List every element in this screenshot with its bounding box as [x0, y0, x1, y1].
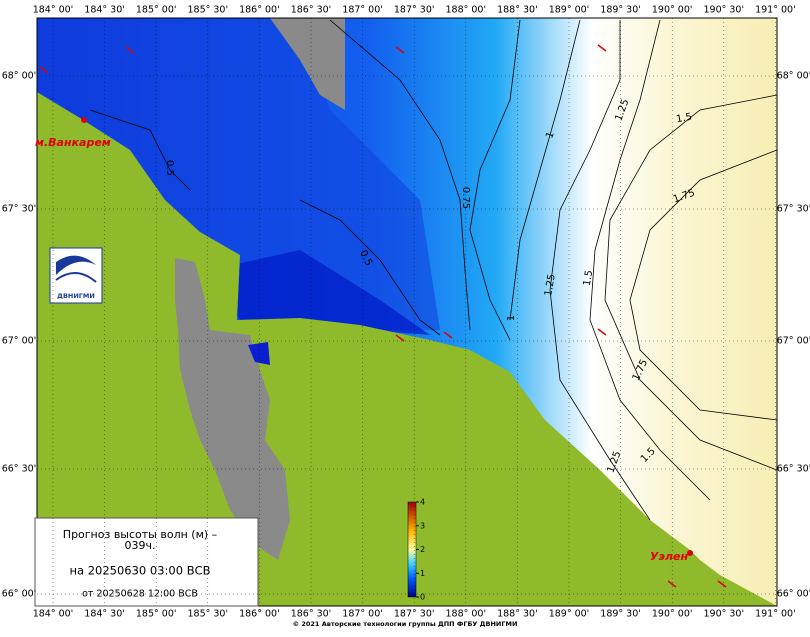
lon-label: 188° 30' — [497, 5, 538, 16]
lat-label: 67° 30' — [777, 204, 810, 215]
wave-arrow — [667, 580, 677, 588]
lat-label: 67° 00' — [2, 336, 37, 347]
legend-valid: на 20250630 03:00 ВСВ — [69, 564, 210, 578]
wave-arrow — [717, 580, 727, 588]
lon-label: 191° 00' — [755, 5, 796, 16]
contour-label: 1 — [544, 130, 557, 140]
lon-label: 186° 30' — [291, 5, 332, 16]
colorbar-label: 3 — [420, 521, 425, 530]
lon-label: 189° 30' — [600, 609, 641, 620]
lon-label: 187° 30' — [394, 5, 435, 16]
no-data — [270, 18, 345, 110]
lon-label: 185° 30' — [187, 5, 228, 16]
lon-label: 187° 30' — [394, 609, 435, 620]
lon-label: 186° 30' — [291, 609, 332, 620]
place-name: м.Ванкарем — [35, 136, 111, 149]
contour-label: 0.5 — [164, 160, 175, 176]
contour-label: 1.5 — [675, 112, 693, 126]
place-marker — [81, 117, 87, 123]
contour-label: 1.5 — [582, 269, 596, 287]
wave-arrow — [395, 46, 405, 54]
contour-label: 0.75 — [460, 187, 471, 209]
place-marker — [687, 550, 693, 556]
lon-label: 188° 00' — [445, 5, 486, 16]
shallow-zone — [210, 250, 430, 335]
footer: © 2021 Авторские технологии группы ДПП Ф… — [293, 620, 518, 628]
lon-label: 185° 00' — [136, 609, 177, 620]
lon-label: 189° 30' — [600, 5, 641, 16]
lon-label: 186° 00' — [239, 609, 280, 620]
lon-label: 185° 00' — [136, 5, 177, 16]
logo: ДВНИГМИ — [49, 247, 103, 304]
lagoon — [175, 258, 290, 560]
lon-label: 190° 30' — [703, 609, 744, 620]
lon-label: 190° 00' — [652, 5, 693, 16]
lat-label: 68° 00' — [2, 71, 37, 82]
lon-label: 190° 00' — [652, 609, 693, 620]
lat-label: 67° 00' — [777, 336, 810, 347]
colorbar-label: 2 — [420, 545, 425, 554]
wave-arrow — [597, 44, 607, 52]
lon-label: 184° 30' — [84, 5, 125, 16]
wave-arrow — [39, 66, 49, 74]
map-frame — [36, 17, 778, 607]
legend-box: Прогноз высоты волн (м) – 039ч. на 20250… — [34, 517, 259, 607]
legend-issued: от 20250628 12:00 ВСВ — [82, 589, 198, 600]
lon-label: 189° 00' — [549, 609, 590, 620]
lat-label: 67° 30' — [2, 204, 37, 215]
lat-label: 66° 00' — [2, 589, 37, 600]
lon-label: 186° 00' — [239, 5, 280, 16]
lon-label: 184° 00' — [33, 5, 74, 16]
contours — [89, 19, 777, 521]
lat-label: 66° 30' — [2, 464, 37, 475]
map-area — [37, 18, 777, 606]
logo-text: ДВНИГМИ — [57, 292, 95, 300]
wave-arrow — [597, 328, 607, 336]
lon-label: 184° 30' — [84, 609, 125, 620]
lon-label: 188° 00' — [445, 609, 486, 620]
colorbar — [407, 501, 417, 598]
lat-label: 66° 30' — [777, 464, 810, 475]
lon-label: 184° 00' — [33, 609, 74, 620]
colorbar-label: 4 — [420, 498, 425, 507]
lon-label: 187° 00' — [342, 5, 383, 16]
contour-label: 1.25 — [543, 273, 558, 297]
wave-arrow — [443, 331, 453, 339]
lon-label: 190° 30' — [703, 5, 744, 16]
wave-arrow — [125, 46, 135, 54]
place-name: Уэлен — [650, 550, 689, 563]
lat-label: 68° 00' — [777, 71, 810, 82]
lon-label: 187° 00' — [342, 609, 383, 620]
colorbar-label: 0 — [420, 593, 425, 602]
wave-arrow — [395, 334, 405, 342]
legend-title: Прогноз высоты волн (м) – — [63, 528, 217, 541]
lon-label: 188° 30' — [497, 609, 538, 620]
lon-label: 191° 00' — [755, 609, 796, 620]
lon-label: 185° 30' — [187, 609, 228, 620]
lat-label: 66° 00' — [777, 589, 810, 600]
contour-label: 1 — [506, 315, 517, 321]
colorbar-label: 1 — [420, 569, 425, 578]
legend-title: 039ч. — [125, 539, 156, 552]
lon-label: 189° 00' — [549, 5, 590, 16]
lagoon-mouth — [248, 342, 270, 365]
